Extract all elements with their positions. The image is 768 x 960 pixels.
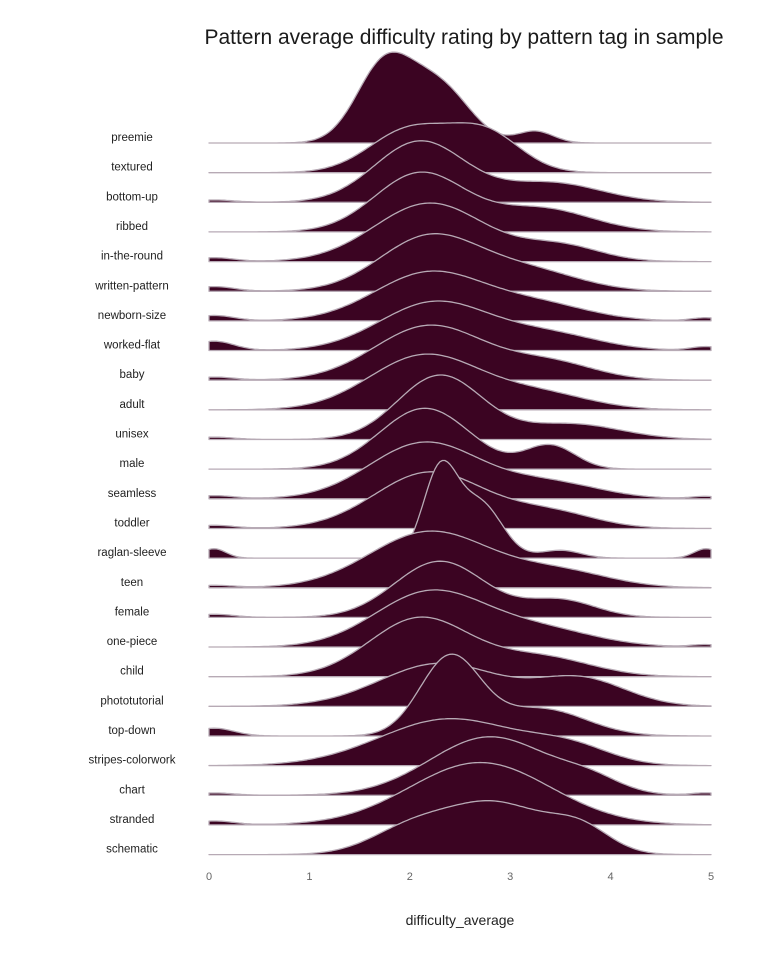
y-label-female: female xyxy=(115,606,150,618)
x-tick-label: 4 xyxy=(608,871,614,883)
y-label-bottom-up: bottom-up xyxy=(106,191,158,203)
ridge-female xyxy=(208,560,712,619)
x-tick-label: 0 xyxy=(206,871,212,883)
y-label-chart: chart xyxy=(119,784,145,796)
chart-title: Pattern average difficulty rating by pat… xyxy=(204,26,724,49)
y-label-textured: textured xyxy=(111,162,153,174)
y-label-schematic: schematic xyxy=(106,844,158,856)
ridge-male xyxy=(208,407,712,470)
ridge-written-pattern xyxy=(208,233,712,292)
y-label-toddler: toddler xyxy=(114,518,149,530)
ridge-seamless xyxy=(208,441,712,500)
y-label-stripes-colorwork: stripes-colorwork xyxy=(89,755,176,767)
ridge-stripes-colorwork xyxy=(208,718,712,767)
x-tick-label: 2 xyxy=(407,871,413,883)
ridge-ribbed xyxy=(208,171,712,233)
y-label-seamless: seamless xyxy=(108,488,157,500)
y-label-written-pattern: written-pattern xyxy=(94,280,169,292)
y-label-stranded: stranded xyxy=(110,814,155,826)
ridge-textured xyxy=(208,122,712,174)
y-label-one-piece: one-piece xyxy=(107,636,158,648)
y-label-male: male xyxy=(120,458,145,470)
y-axis-labels: preemie textured bottom-up ribbed in-the-rou… xyxy=(89,132,176,856)
y-label-worked-flat: worked-flat xyxy=(103,340,161,352)
ridge-unisex xyxy=(208,374,712,441)
y-label-adult: adult xyxy=(120,399,146,411)
y-label-teen: teen xyxy=(121,577,143,589)
ridge-worked-flat xyxy=(208,300,712,352)
y-label-baby: baby xyxy=(120,369,145,381)
y-label-top-down: top-down xyxy=(108,725,155,737)
y-label-ribbed: ribbed xyxy=(116,221,148,233)
y-label-in-the-round: in-the-round xyxy=(101,251,163,263)
ridge-stranded xyxy=(208,761,712,826)
y-label-unisex: unisex xyxy=(115,429,148,441)
y-label-preemie: preemie xyxy=(111,132,153,144)
ridge-one-piece xyxy=(208,589,712,648)
x-axis-ticks: 0 1 2 3 4 5 xyxy=(206,871,714,883)
x-tick-label: 5 xyxy=(708,871,714,883)
ridge-baby xyxy=(208,324,712,381)
y-label-newborn-size: newborn-size xyxy=(98,310,166,322)
ridge-in-the-round xyxy=(208,202,712,263)
ridge-preemie xyxy=(208,51,712,144)
ridge-newborn-size xyxy=(208,270,712,322)
x-axis-label: difficulty_average xyxy=(406,912,515,928)
ridge-top-down xyxy=(208,653,712,737)
y-label-raglan-sleeve: raglan-sleeve xyxy=(97,547,166,559)
x-tick-label: 1 xyxy=(306,871,312,883)
y-label-phototutorial: phototutorial xyxy=(100,695,163,707)
ridge-schematic xyxy=(208,800,712,856)
ridge-teen xyxy=(208,530,712,589)
ridges-group xyxy=(208,51,712,856)
ridge-raglan-sleeve xyxy=(208,459,712,559)
y-label-child: child xyxy=(120,666,144,678)
ridge-bottom-up xyxy=(208,140,712,203)
ridge-child xyxy=(208,616,712,678)
x-tick-label: 3 xyxy=(507,871,513,883)
